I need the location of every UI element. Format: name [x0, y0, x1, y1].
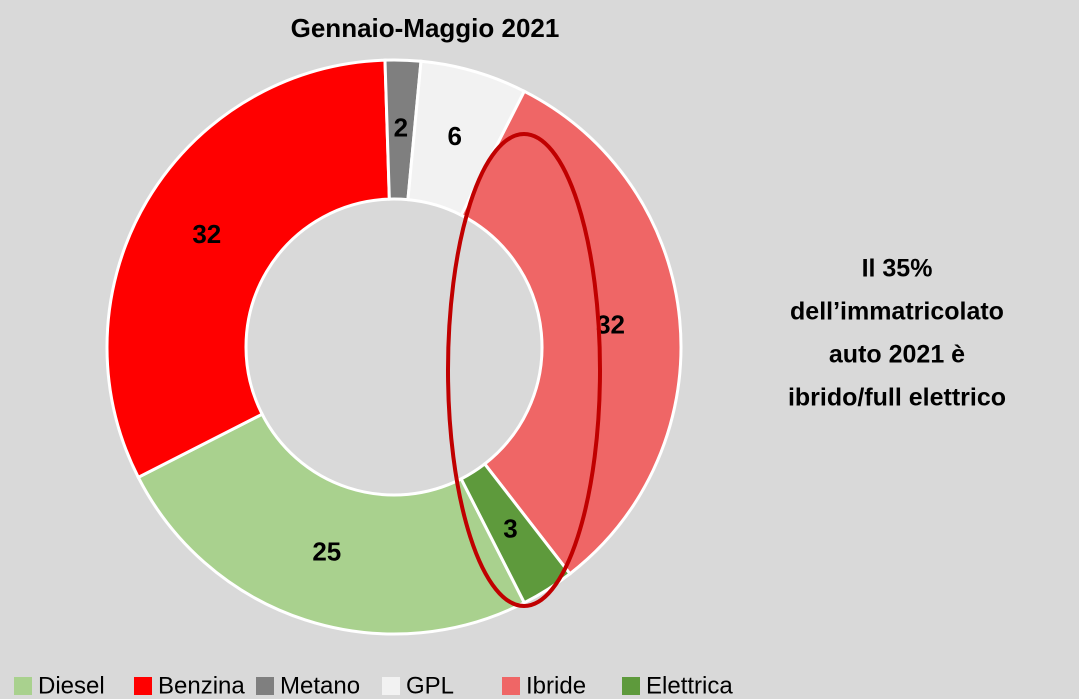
chart-title: Gennaio-Maggio 2021 [291, 13, 560, 43]
legend-label: GPL [406, 672, 454, 699]
legend-swatch [256, 677, 274, 695]
legend-swatch [622, 677, 640, 695]
data-label: 2 [394, 112, 408, 142]
legend-label: Diesel [38, 672, 105, 699]
slice [105, 58, 391, 480]
highlight-ellipse [446, 132, 602, 608]
data-label: 25 [312, 537, 341, 567]
legend-swatch [502, 677, 520, 695]
annotation-line: Il 35% [862, 255, 933, 283]
data-label: 6 [447, 121, 461, 151]
annotation-line: dell’immatricolato [790, 298, 1004, 326]
slice [459, 89, 683, 576]
legend-label: Benzina [158, 672, 245, 699]
annotation-line: ibrido/full elettrico [788, 384, 1006, 412]
annotation: Il 35% dell’immatricolato auto 2021 è ibrid… [788, 255, 1006, 412]
data-label: 3 [503, 514, 517, 544]
legend-label: Elettrica [646, 672, 733, 699]
legend: Diesel Benzina Metano GPL Ibride Elettrica [14, 672, 733, 699]
annotation-line: auto 2021 è [829, 341, 965, 369]
data-label: 32 [192, 219, 221, 249]
legend-label: Metano [280, 672, 360, 699]
legend-swatch [14, 677, 32, 695]
legend-swatch [382, 677, 400, 695]
legend-swatch [134, 677, 152, 695]
slice [136, 412, 527, 636]
legend-label: Ibride [526, 672, 586, 699]
